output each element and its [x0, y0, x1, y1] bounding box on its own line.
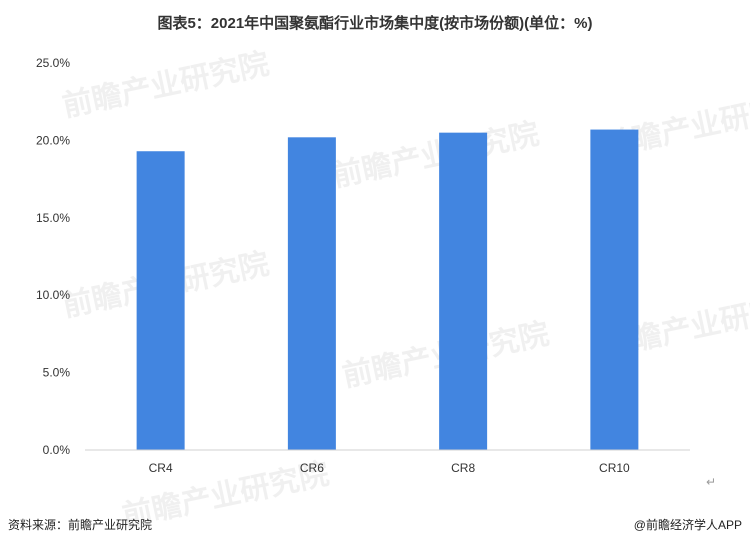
x-tick-label: CR10 [599, 461, 630, 475]
source-note: 资料来源：前瞻产业研究院 [8, 518, 153, 532]
chart-title: 图表5：2021年中国聚氨酯行业市场集中度(按市场份额)(单位：%) [157, 15, 593, 32]
y-tick-label: 25.0% [36, 56, 70, 70]
y-tick-label: 15.0% [36, 211, 70, 225]
bar-cr10 [590, 129, 639, 450]
bar-cr8 [439, 132, 488, 450]
bars [136, 129, 639, 450]
x-tick-label: CR6 [300, 461, 324, 475]
brand-credit: @前瞻经济学人APP [633, 518, 742, 532]
return-mark: ↵ [706, 475, 717, 489]
y-tick-label: 20.0% [36, 133, 70, 147]
bar-cr4 [136, 151, 185, 450]
y-tick-label: 10.0% [36, 288, 70, 302]
x-axis-ticks: CR4 CR6 CR8 CR10 [149, 461, 630, 475]
x-tick-label: CR8 [451, 461, 475, 475]
y-axis-ticks: 0.0% 5.0% 10.0% 15.0% 20.0% 25.0% [36, 56, 70, 457]
x-tick-label: CR4 [149, 461, 173, 475]
y-tick-label: 0.0% [43, 443, 71, 457]
y-tick-label: 5.0% [43, 366, 71, 380]
bar-cr6 [287, 137, 336, 450]
